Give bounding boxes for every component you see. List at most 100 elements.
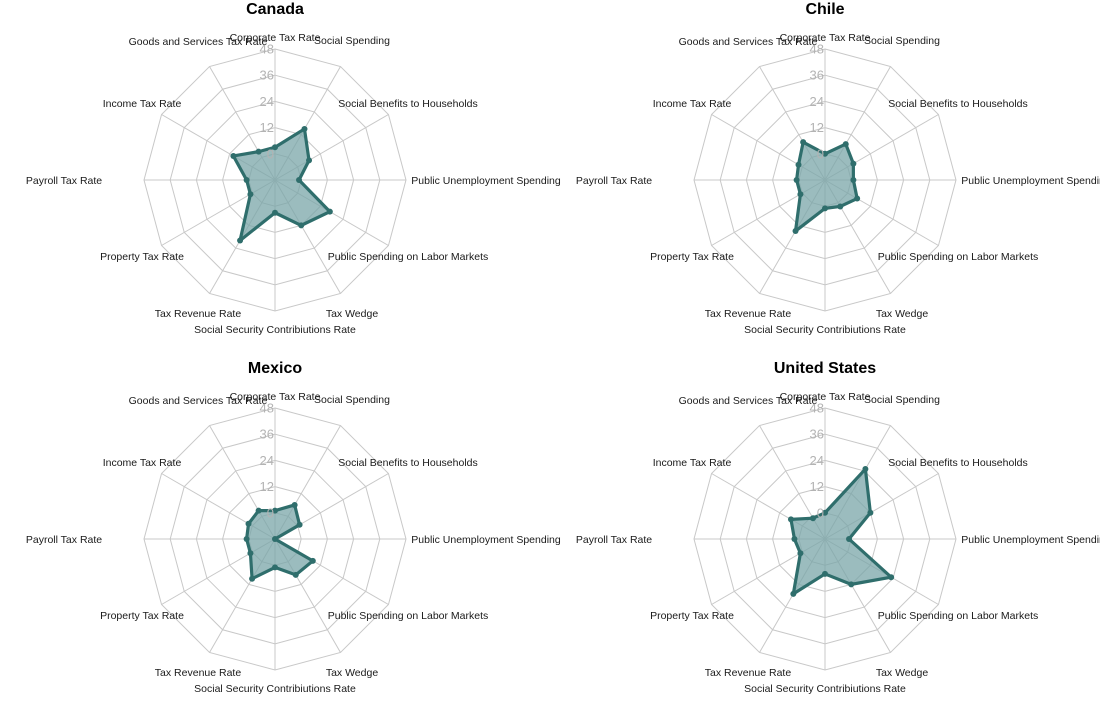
ring-label: 12 [260,479,274,494]
data-point [800,139,807,146]
axis-label: Public Unemployment Spending [411,534,561,546]
axis-label: Payroll Tax Rate [26,175,102,187]
panel-title: Canada [246,1,304,18]
data-point [255,507,262,514]
axis-label: Social Spending [864,35,940,47]
axis-label: Property Tax Rate [650,251,734,263]
ring-label: 48 [810,401,824,416]
axis-label: Tax Revenue Rate [705,308,792,320]
axis-label: Corporate Tax Rate [780,32,871,44]
axis-label: Tax Wedge [326,667,378,679]
data-point [793,177,800,183]
data-point [243,536,250,542]
data-point [326,208,333,215]
data-point [822,150,828,157]
ring-label: 36 [810,427,824,442]
axis-label: Social Spending [314,394,390,406]
axis-label: Tax Wedge [876,308,928,320]
data-point [822,205,828,212]
axis-label: Social Security Contribiutions Rate [744,683,906,695]
data-series-area [245,503,315,581]
data-point [850,177,857,183]
data-point [809,515,816,522]
data-point [795,161,802,168]
data-point [237,237,244,244]
ring-label: 12 [810,120,824,135]
data-point [247,191,254,198]
axis-label: Public Spending on Labor Markets [328,610,489,622]
ring-label: 36 [810,68,824,83]
data-point [301,125,308,132]
ring-label: 24 [260,94,274,109]
data-point [272,564,278,571]
ring-label: 12 [260,120,274,135]
data-point [842,141,849,148]
axis-label: Goods and Services Tax Rate [129,395,268,407]
data-point [790,590,797,597]
axis-label: Payroll Tax Rate [576,175,652,187]
ring-label: 0 [267,505,274,520]
axis-label: Social Benefits to Households [338,98,478,110]
data-point [272,209,278,216]
data-point [848,581,855,588]
data-point [247,550,254,557]
data-series-area [231,127,332,243]
ring-label: 0 [267,146,274,161]
axis-label: Corporate Tax Rate [230,32,321,44]
data-point [272,144,278,151]
axis-label: Income Tax Rate [653,98,732,110]
panel-title: Mexico [248,360,302,377]
data-point [309,557,316,564]
data-point [850,160,857,167]
ring-label: 48 [810,42,824,57]
data-point [296,177,303,183]
axis-label: Social Spending [314,35,390,47]
axis-label: Public Unemployment Spending [411,175,561,187]
data-point [245,520,252,527]
axis-label: Social Benefits to Households [888,98,1028,110]
axis-label: Social Security Contribiutions Rate [744,324,906,336]
data-point [292,571,299,578]
axis-label: Public Spending on Labor Markets [878,251,1039,263]
axis-label: Payroll Tax Rate [26,534,102,546]
panel-title: United States [774,360,876,377]
data-point [791,536,798,542]
data-point [255,148,262,155]
data-point [787,516,794,523]
data-point [846,536,853,542]
ring-label: 24 [260,453,274,468]
data-point [230,152,237,159]
axis-label: Social Benefits to Households [338,457,478,469]
data-point [272,536,278,542]
data-point [797,550,804,557]
axis-label: Tax Revenue Rate [155,667,242,679]
axis-label: Property Tax Rate [100,610,184,622]
axis-label: Social Security Contribiutions Rate [194,324,356,336]
axis-label: Property Tax Rate [650,610,734,622]
axis-label: Tax Revenue Rate [705,667,792,679]
axis-label: Tax Revenue Rate [155,308,242,320]
axis-label: Social Spending [864,394,940,406]
data-point [867,509,874,516]
ring-label: 48 [260,42,274,57]
ring-label: 0 [817,146,824,161]
ring-label: 48 [260,401,274,416]
data-point [296,521,303,528]
data-point [249,575,256,582]
data-point [792,228,799,235]
data-point [837,203,844,210]
axis-label: Public Unemployment Spending [961,534,1100,546]
ring-label: 0 [817,505,824,520]
axis-label: Payroll Tax Rate [576,534,652,546]
data-point [243,177,250,183]
axis-label: Goods and Services Tax Rate [129,36,268,48]
axis-label: Public Unemployment Spending [961,175,1100,187]
data-point [862,466,869,473]
data-series-area [789,467,893,596]
data-point [822,509,828,516]
axis-label: Corporate Tax Rate [780,391,871,403]
